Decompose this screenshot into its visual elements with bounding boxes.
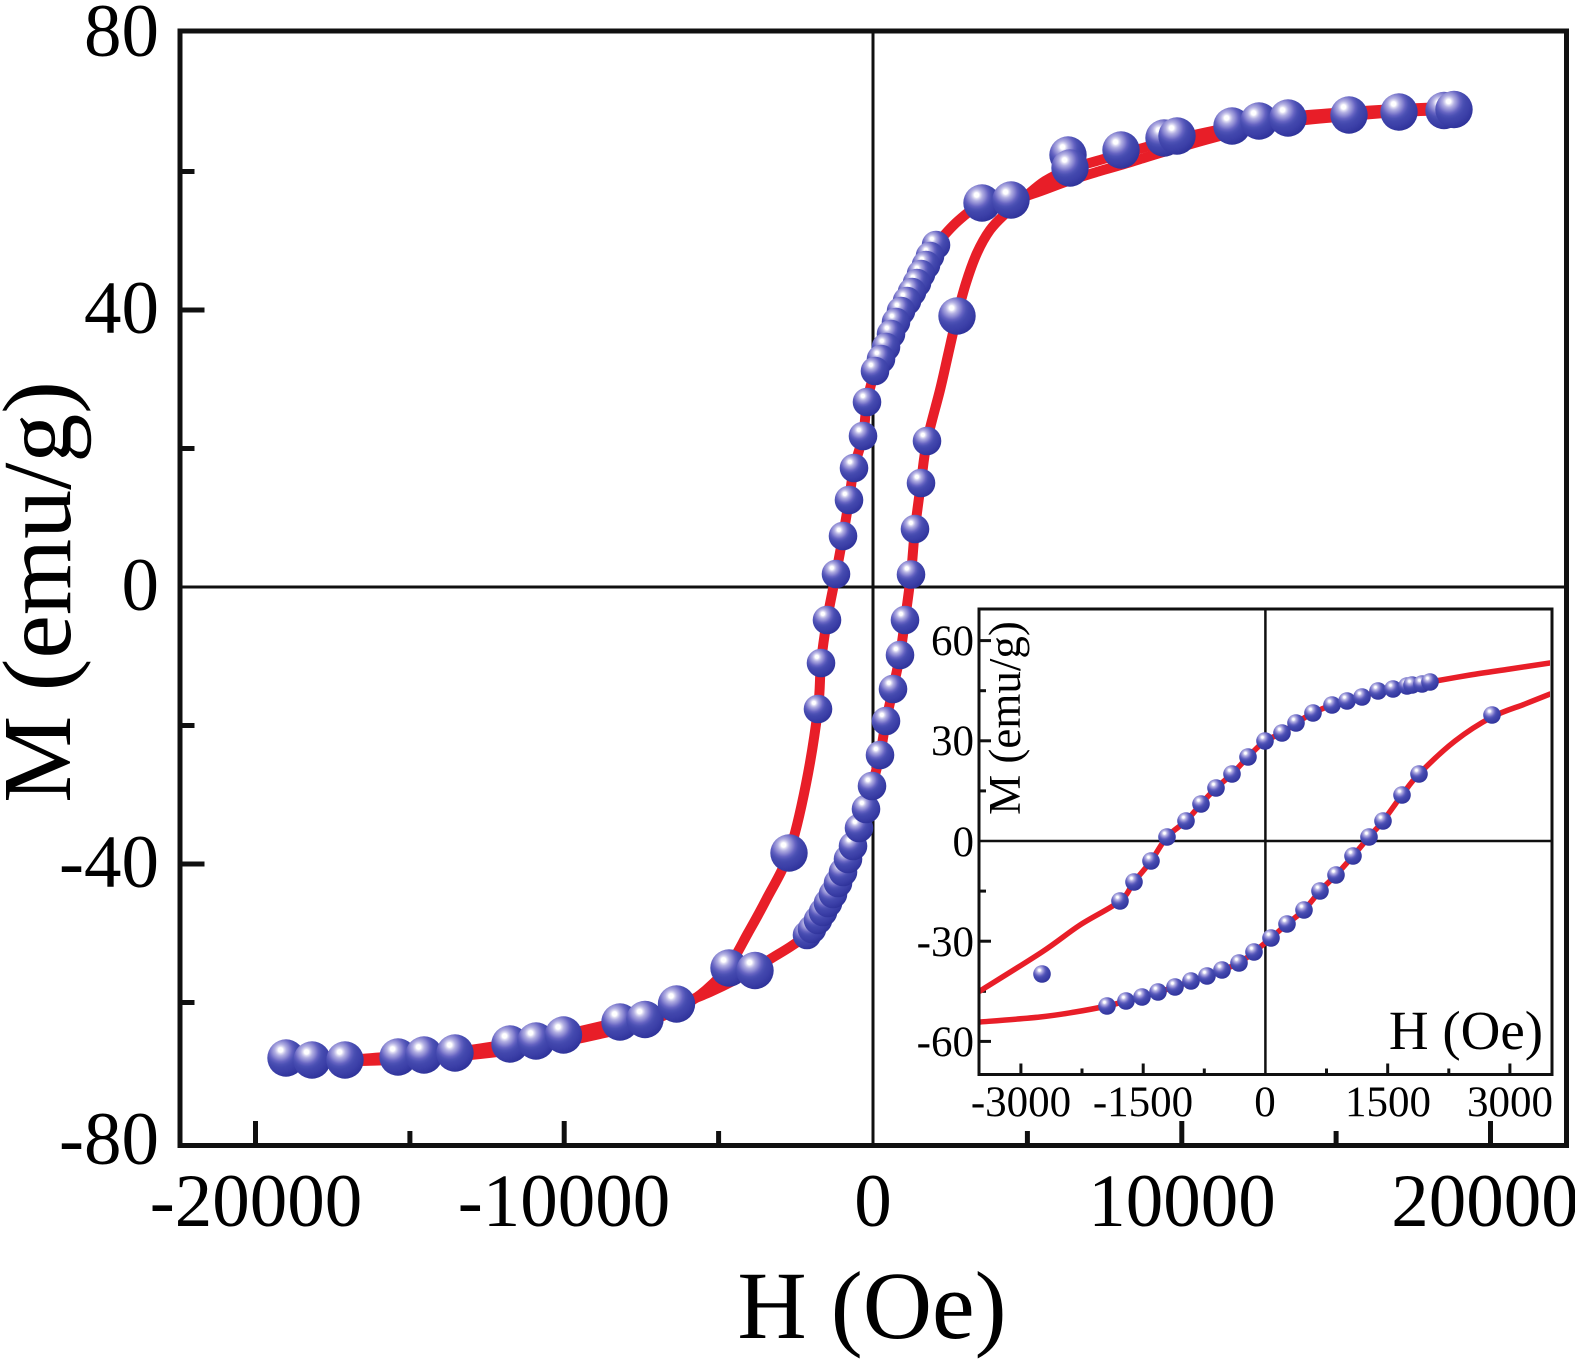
svg-text:60: 60 — [931, 618, 974, 665]
svg-text:M (emu/g): M (emu/g) — [980, 621, 1030, 815]
svg-text:-1500: -1500 — [1093, 1079, 1193, 1126]
svg-text:-20000: -20000 — [150, 1160, 362, 1243]
svg-text:H (Oe): H (Oe) — [737, 1252, 1006, 1359]
svg-text:80: 80 — [84, 0, 159, 73]
svg-text:-80: -80 — [59, 1098, 159, 1181]
svg-text:1500: 1500 — [1345, 1079, 1431, 1126]
svg-text:10000: 10000 — [1088, 1160, 1276, 1243]
svg-text:-40: -40 — [59, 821, 159, 904]
svg-text:20000: 20000 — [1391, 1160, 1575, 1243]
svg-text:M (emu/g): M (emu/g) — [0, 381, 92, 803]
svg-text:0: 0 — [953, 819, 975, 866]
svg-text:-3000: -3000 — [971, 1079, 1071, 1126]
svg-text:H (Oe): H (Oe) — [1389, 1000, 1543, 1061]
svg-text:40: 40 — [84, 267, 159, 350]
svg-text:30: 30 — [931, 718, 974, 765]
svg-text:0: 0 — [854, 1160, 892, 1243]
svg-text:-30: -30 — [917, 919, 974, 966]
svg-text:-10000: -10000 — [458, 1160, 670, 1243]
svg-text:0: 0 — [1254, 1079, 1276, 1126]
svg-text:-60: -60 — [917, 1019, 974, 1066]
svg-text:3000: 3000 — [1467, 1079, 1553, 1126]
svg-text:0: 0 — [122, 544, 160, 627]
